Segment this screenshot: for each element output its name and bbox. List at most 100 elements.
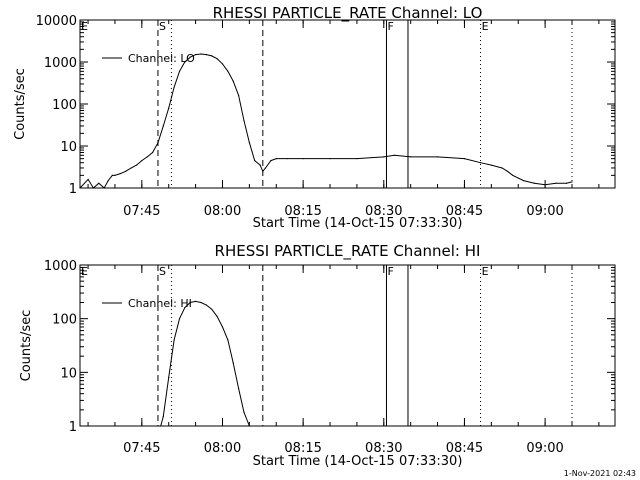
- chart-title: RHESSI PARTICLE_RATE Channel: HI: [215, 242, 481, 261]
- data-point: [437, 156, 439, 158]
- data-point: [275, 158, 277, 160]
- data-point: [259, 164, 261, 166]
- data-point: [506, 170, 509, 172]
- data-point: [114, 174, 116, 176]
- y-tick-label: 10000: [36, 14, 77, 29]
- chart-panel-1: RHESSI PARTICLE_RATE Channel: LO 1 10 100 10…: [13, 4, 616, 231]
- x-axis-label: Start Time (14-Oct-15 07:33:30): [253, 216, 463, 231]
- data-point: [200, 53, 202, 55]
- event-marker-label: E: [482, 20, 489, 33]
- series-line: [79, 53, 573, 189]
- data-point: [410, 156, 412, 158]
- event-marker-label: E: [482, 265, 489, 278]
- data-point: [184, 61, 186, 63]
- x-tick-label: 08:15: [284, 441, 321, 456]
- y-tick-label: 1: [69, 182, 77, 197]
- data-point: [501, 167, 503, 169]
- data-point: [184, 307, 186, 309]
- data-point: [216, 58, 218, 60]
- data-point: [238, 387, 240, 390]
- data-point: [103, 187, 105, 189]
- data-point: [227, 339, 229, 341]
- data-point: [195, 300, 197, 302]
- data-point: [393, 154, 396, 156]
- data-point: [264, 167, 267, 169]
- data-point: [232, 80, 234, 82]
- data-point: [302, 158, 304, 160]
- data-point: [216, 315, 218, 317]
- x-tick-label: 07:45: [123, 204, 160, 219]
- data-point: [238, 94, 240, 96]
- x-tick-label: 08:00: [204, 441, 241, 456]
- data-point: [195, 54, 197, 56]
- plot-frame: [79, 19, 616, 189]
- data-point: [227, 70, 229, 72]
- x-tick-label: 08:30: [365, 204, 402, 219]
- data-point: [480, 162, 482, 164]
- y-tick-label: 1000: [44, 56, 77, 71]
- data-point: [107, 180, 109, 182]
- event-marker-label: S: [159, 20, 166, 33]
- x-tick-label: 08:30: [365, 441, 402, 456]
- data-point: [523, 180, 525, 182]
- data-point: [243, 411, 245, 413]
- y-tick-label: 1: [69, 420, 77, 435]
- y-tick-label: 1000: [44, 259, 77, 274]
- plot-frame: [79, 264, 616, 427]
- data-point: [205, 304, 207, 306]
- data-point: [162, 125, 164, 127]
- x-tick-label: 08:45: [446, 441, 483, 456]
- data-point: [111, 174, 113, 176]
- data-point: [248, 425, 250, 427]
- data-point: [463, 158, 465, 160]
- data-point: [512, 174, 514, 176]
- data-point: [162, 415, 164, 418]
- data-point: [571, 181, 573, 183]
- data-point: [232, 362, 234, 364]
- chart-title: RHESSI PARTICLE_RATE Channel: LO: [213, 4, 483, 23]
- data-point: [87, 178, 89, 180]
- data-point: [356, 158, 358, 160]
- data-point: [173, 86, 175, 88]
- data-point: [160, 425, 162, 427]
- x-tick-label: 08:15: [284, 204, 321, 219]
- data-point: [383, 156, 385, 158]
- data-point: [173, 339, 175, 341]
- x-tick-label: 09:00: [526, 441, 563, 456]
- data-point: [211, 308, 213, 310]
- data-point: [566, 182, 568, 184]
- data-point: [200, 301, 202, 304]
- event-marker-label: S: [159, 265, 166, 278]
- data-point: [262, 170, 264, 172]
- event-marker-label: E: [81, 265, 88, 278]
- data-point: [189, 301, 191, 304]
- y-tick-label: 10: [60, 366, 77, 381]
- data-point: [125, 170, 127, 172]
- data-point: [544, 184, 546, 186]
- data-point: [178, 318, 181, 320]
- data-point: [270, 160, 272, 162]
- data-point: [221, 63, 224, 65]
- x-axis-label: Start Time (14-Oct-15 07:33:30): [253, 454, 463, 469]
- data-point: [248, 142, 250, 144]
- data-point: [146, 156, 148, 158]
- data-point: [490, 164, 492, 166]
- y-tick-label: 100: [52, 98, 77, 113]
- data-point: [555, 182, 557, 184]
- data-point: [92, 187, 94, 189]
- chart-panel-2: RHESSI PARTICLE_RATE Channel: HI 1 10 100 10…: [19, 242, 616, 469]
- data-point: [254, 160, 256, 162]
- event-marker-label: E: [81, 20, 88, 33]
- legend-label: Channel: HI: [128, 297, 192, 310]
- data-point: [79, 187, 81, 189]
- data-point: [152, 151, 154, 154]
- data-point: [135, 164, 138, 166]
- event-marker-label: F: [387, 20, 393, 33]
- y-axis-label: Counts/sec: [19, 310, 34, 382]
- x-tick-label: 09:00: [526, 204, 563, 219]
- data-point: [243, 120, 245, 122]
- data-point: [205, 54, 207, 56]
- data-point: [178, 70, 181, 72]
- x-tick-label: 08:45: [446, 204, 483, 219]
- x-tick-label: 07:45: [123, 441, 160, 456]
